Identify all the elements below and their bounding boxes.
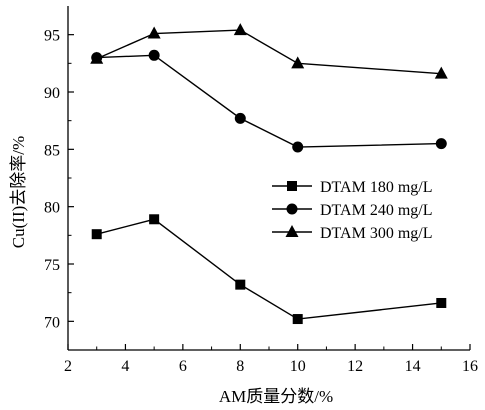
data-point (291, 56, 305, 69)
legend-marker (286, 203, 298, 215)
series-triangle (90, 23, 448, 79)
legend-label: DTAM 180 mg/L (320, 179, 433, 196)
series-square (91, 214, 447, 325)
axes: 2 4 6 8 10 12 14 16 70 75 80 85 90 95 (44, 6, 478, 375)
legend: DTAM 180 mg/L DTAM 240 mg/L DTAM 300 mg/L (272, 179, 433, 242)
y-tick-label: 75 (44, 257, 60, 274)
data-point (147, 26, 161, 39)
data-point (149, 214, 160, 225)
y-tick-label: 85 (44, 142, 60, 159)
x-tick-label: 2 (64, 358, 72, 375)
legend-label: DTAM 300 mg/L (320, 225, 433, 242)
data-point (148, 49, 160, 61)
data-point (435, 138, 447, 150)
data-point (235, 279, 246, 290)
x-tick-label: 10 (290, 358, 306, 375)
legend-marker (287, 181, 297, 191)
data-point (436, 297, 447, 308)
data-point (292, 314, 303, 325)
data-point (292, 141, 304, 153)
x-tick-label: 6 (179, 358, 187, 375)
data-point (234, 112, 246, 124)
x-tick-label: 8 (236, 358, 244, 375)
x-tick-label: 14 (405, 358, 421, 375)
x-axis-label: AM质量分数/% (219, 387, 333, 406)
y-axis-label: Cu(II)去除率/% (9, 136, 28, 248)
data-point (91, 229, 102, 240)
y-tick-label: 80 (44, 200, 60, 217)
legend-marker (285, 225, 299, 237)
data-point (90, 51, 104, 64)
y-tick-label: 90 (44, 85, 60, 102)
y-tick-label: 70 (44, 314, 60, 331)
series-circle (91, 49, 447, 153)
x-tick-label: 12 (347, 358, 363, 375)
legend-label: DTAM 240 mg/L (320, 202, 433, 219)
data-point (233, 23, 247, 36)
y-tick-label: 95 (44, 28, 60, 45)
series-line (96, 54, 442, 148)
x-tick-label: 16 (462, 358, 478, 375)
data-point (434, 66, 448, 79)
series-layer (90, 23, 448, 325)
series-line (96, 29, 442, 75)
x-tick-label: 4 (121, 358, 129, 375)
